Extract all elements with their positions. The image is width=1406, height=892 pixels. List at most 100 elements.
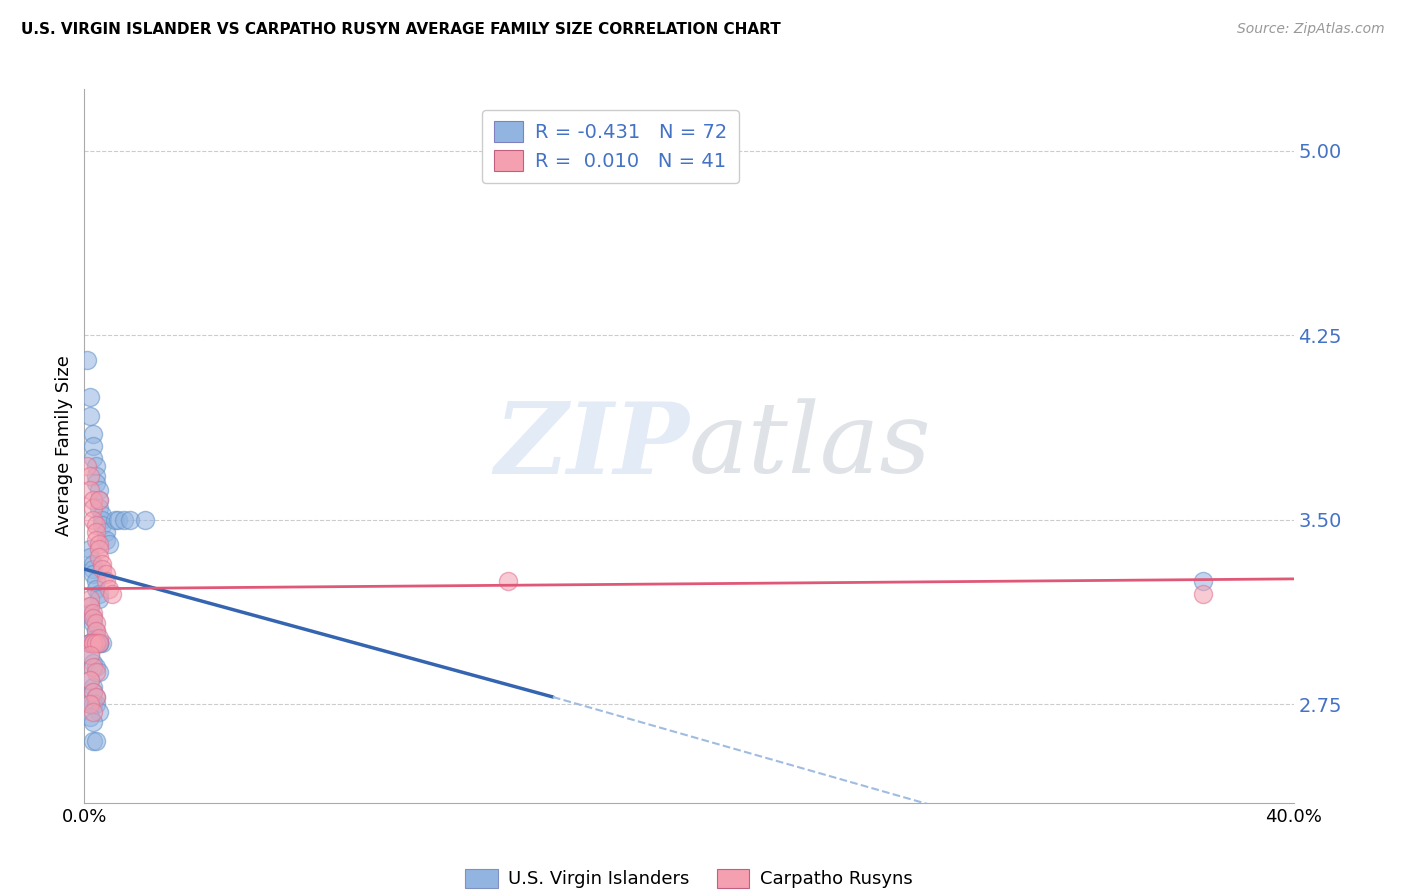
Point bbox=[82, 685, 104, 699]
Point bbox=[89, 631, 111, 645]
Point bbox=[79, 542, 101, 557]
Point bbox=[91, 562, 114, 576]
Point bbox=[82, 660, 104, 674]
Point bbox=[82, 636, 104, 650]
Point bbox=[82, 680, 104, 694]
Point bbox=[89, 636, 111, 650]
Point bbox=[79, 591, 101, 606]
Point bbox=[86, 517, 108, 532]
Point bbox=[100, 587, 122, 601]
Point bbox=[82, 636, 104, 650]
Point bbox=[1191, 574, 1213, 589]
Point bbox=[82, 611, 104, 625]
Point bbox=[79, 409, 101, 424]
Point bbox=[76, 352, 98, 367]
Point bbox=[79, 599, 101, 613]
Point bbox=[94, 574, 117, 589]
Point bbox=[86, 636, 108, 650]
Point bbox=[89, 542, 111, 557]
Point bbox=[79, 648, 101, 662]
Point bbox=[1191, 587, 1213, 601]
Point bbox=[79, 636, 101, 650]
Point bbox=[94, 566, 117, 581]
Point bbox=[82, 685, 104, 699]
Point bbox=[89, 665, 111, 680]
Point bbox=[82, 451, 104, 466]
Point bbox=[86, 660, 108, 674]
Point bbox=[89, 636, 111, 650]
Point bbox=[82, 562, 104, 576]
Point bbox=[91, 513, 114, 527]
Point bbox=[89, 587, 111, 601]
Point bbox=[118, 513, 141, 527]
Point bbox=[107, 513, 129, 527]
Point bbox=[86, 631, 108, 645]
Point bbox=[79, 390, 101, 404]
Point bbox=[86, 636, 108, 650]
Point bbox=[86, 636, 108, 650]
Point bbox=[86, 616, 108, 631]
Text: U.S. VIRGIN ISLANDER VS CARPATHO RUSYN AVERAGE FAMILY SIZE CORRELATION CHART: U.S. VIRGIN ISLANDER VS CARPATHO RUSYN A… bbox=[21, 22, 780, 37]
Point bbox=[89, 493, 111, 508]
Point bbox=[82, 636, 104, 650]
Point bbox=[97, 537, 120, 551]
Point bbox=[91, 636, 114, 650]
Point bbox=[79, 636, 101, 650]
Point bbox=[91, 557, 114, 571]
Point bbox=[79, 673, 101, 687]
Point bbox=[79, 636, 101, 650]
Text: atlas: atlas bbox=[689, 399, 932, 493]
Point bbox=[82, 439, 104, 453]
Y-axis label: Average Family Size: Average Family Size bbox=[55, 356, 73, 536]
Point bbox=[86, 525, 108, 540]
Point bbox=[86, 458, 108, 473]
Point bbox=[79, 709, 101, 723]
Point bbox=[79, 607, 101, 621]
Point bbox=[89, 500, 111, 515]
Point bbox=[89, 636, 111, 650]
Point bbox=[82, 500, 104, 515]
Point bbox=[86, 574, 108, 589]
Point bbox=[82, 734, 104, 748]
Point bbox=[496, 574, 519, 589]
Point bbox=[82, 636, 104, 650]
Point bbox=[89, 705, 111, 719]
Point bbox=[86, 582, 108, 596]
Point bbox=[82, 714, 104, 729]
Point bbox=[89, 636, 111, 650]
Point bbox=[89, 493, 111, 508]
Point bbox=[89, 537, 111, 551]
Point bbox=[86, 624, 108, 638]
Point bbox=[79, 698, 101, 712]
Point bbox=[79, 648, 101, 662]
Point bbox=[79, 698, 101, 712]
Point bbox=[112, 513, 135, 527]
Point bbox=[82, 705, 104, 719]
Point bbox=[82, 493, 104, 508]
Point bbox=[82, 566, 104, 581]
Legend: U.S. Virgin Islanders, Carpatho Rusyns: U.S. Virgin Islanders, Carpatho Rusyns bbox=[458, 862, 920, 892]
Point bbox=[82, 616, 104, 631]
Point bbox=[97, 582, 120, 596]
Point bbox=[79, 636, 101, 650]
Point bbox=[86, 690, 108, 704]
Point bbox=[82, 656, 104, 670]
Point bbox=[82, 513, 104, 527]
Point bbox=[89, 549, 111, 564]
Point bbox=[89, 483, 111, 498]
Point bbox=[82, 698, 104, 712]
Point bbox=[134, 513, 156, 527]
Point bbox=[86, 636, 108, 650]
Point bbox=[79, 468, 101, 483]
Point bbox=[82, 636, 104, 650]
Text: Source: ZipAtlas.com: Source: ZipAtlas.com bbox=[1237, 22, 1385, 37]
Point bbox=[79, 673, 101, 687]
Point bbox=[94, 525, 117, 540]
Point bbox=[79, 549, 101, 564]
Point bbox=[89, 636, 111, 650]
Point bbox=[86, 624, 108, 638]
Point bbox=[86, 636, 108, 650]
Point bbox=[86, 665, 108, 680]
Point bbox=[104, 513, 127, 527]
Point bbox=[94, 533, 117, 547]
